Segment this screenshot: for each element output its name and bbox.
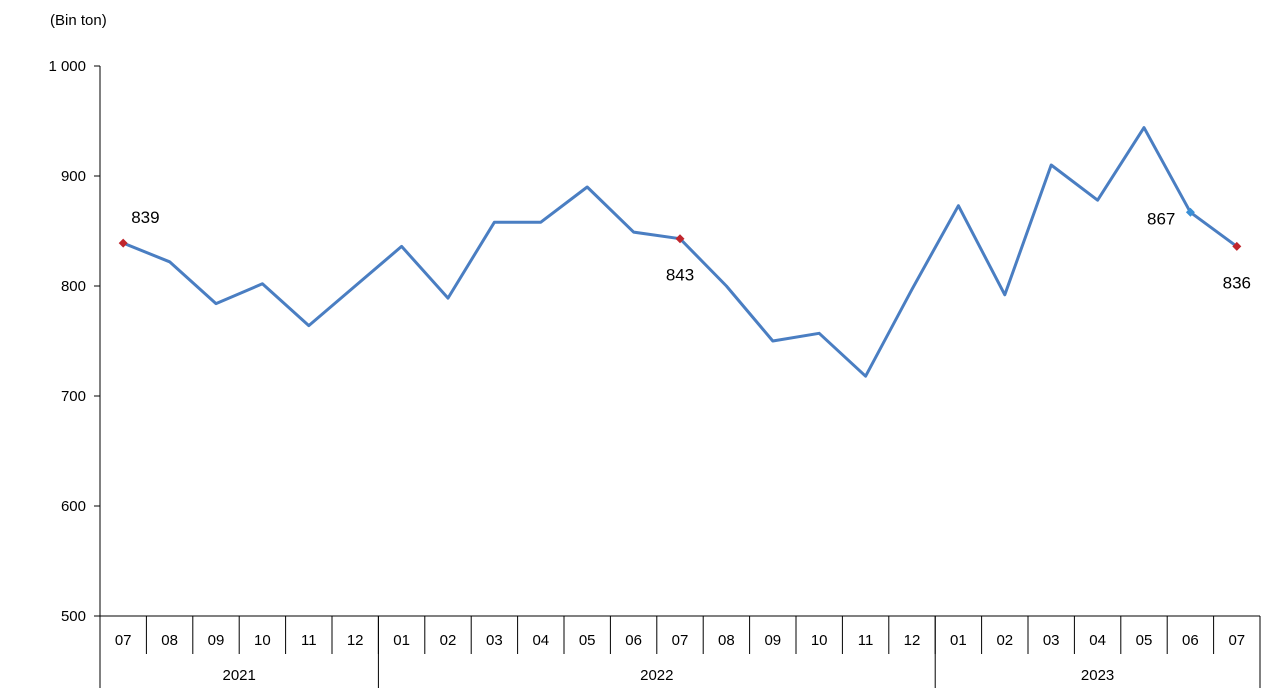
x-tick-label: 11 (858, 632, 874, 649)
x-tick-label: 07 (672, 632, 689, 649)
data-label: 839 (131, 208, 159, 227)
x-tick-label: 05 (1136, 632, 1153, 649)
axes (99, 66, 1260, 617)
unit-label: (Bin ton) (50, 12, 107, 29)
y-tick-label: 800 (61, 278, 86, 295)
y-tick-label: 700 (61, 388, 86, 405)
x-tick-label: 06 (625, 632, 642, 649)
x-tick-label: 09 (764, 632, 781, 649)
x-tick-label: 11 (301, 632, 317, 649)
y-axis-ticks: 500 600 700 800 900 1 000 (48, 58, 100, 625)
x-tick-label: 04 (1089, 632, 1106, 649)
x-tick-label: 03 (486, 632, 503, 649)
data-label: 843 (666, 266, 694, 285)
x-tick-label: 01 (950, 632, 967, 649)
x-tick-label: 07 (115, 632, 132, 649)
year-label: 2023 (1081, 667, 1114, 684)
year-label: 2021 (223, 667, 256, 684)
data-point-marker (1232, 241, 1242, 251)
x-tick-label: 02 (440, 632, 457, 649)
y-tick-label: 600 (61, 498, 86, 515)
x-tick-label: 07 (1228, 632, 1245, 649)
x-tick-label: 10 (811, 632, 828, 649)
y-tick-label: 900 (61, 168, 86, 185)
x-tick-label: 01 (393, 632, 410, 649)
data-label: 836 (1223, 273, 1251, 292)
data-labels: 839 843 867 836 (131, 208, 1251, 292)
x-tick-label: 10 (254, 632, 271, 649)
x-tick-label: 12 (904, 632, 921, 649)
x-tick-label: 08 (718, 632, 735, 649)
x-axis-years: 2021 2022 2023 (99, 616, 1261, 688)
data-point-marker (118, 238, 128, 248)
x-tick-label: 04 (532, 632, 549, 649)
x-tick-label: 09 (208, 632, 225, 649)
y-tick-label: 1 000 (48, 58, 86, 75)
x-tick-label: 03 (1043, 632, 1060, 649)
data-points (118, 207, 1242, 251)
data-point-marker (1185, 207, 1195, 217)
data-point-marker (675, 234, 685, 244)
x-tick-label: 08 (161, 632, 178, 649)
x-tick-label: 02 (996, 632, 1013, 649)
x-tick-label: 06 (1182, 632, 1199, 649)
y-tick-label: 500 (61, 608, 86, 625)
data-label: 867 (1147, 209, 1175, 228)
year-label: 2022 (640, 667, 673, 684)
x-axis-categories: 07 08 09 10 11 12 01 02 03 04 05 06 07 08 09 10 11 12 01 02… (99, 616, 1261, 654)
series-line (122, 126, 1238, 378)
x-tick-label: 05 (579, 632, 596, 649)
x-tick-label: 12 (347, 632, 364, 649)
